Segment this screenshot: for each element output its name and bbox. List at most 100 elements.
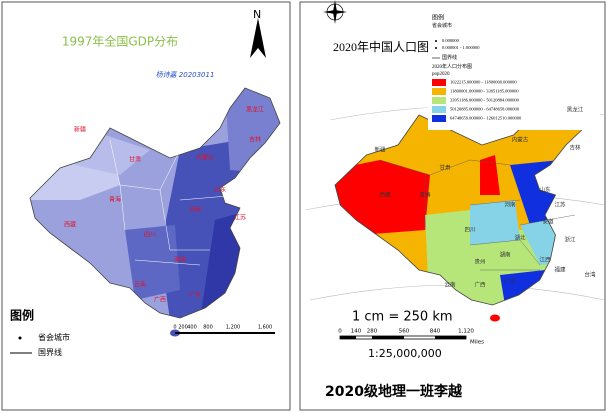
compass-star — [323, 0, 347, 24]
province-label: 黑龙江 — [567, 105, 584, 113]
province-label: 青海 — [419, 190, 431, 198]
legend-symbol — [18, 336, 22, 340]
province-label: 山东 — [214, 186, 226, 194]
legend-symbol — [435, 47, 437, 49]
legend-title: 图例 — [10, 308, 34, 323]
province-label: 江西 — [539, 256, 551, 263]
province-borders — [109, 139, 241, 266]
scale-unit: Miles — [470, 340, 484, 346]
province-fill — [470, 200, 520, 245]
province-label: 湖南 — [499, 250, 511, 258]
north-label: N — [253, 8, 261, 21]
province-label: 内蒙古 — [512, 135, 529, 143]
legend-box — [428, 12, 600, 130]
legend-swatch — [432, 106, 446, 113]
scale-bar-segment — [435, 336, 466, 339]
legend-item: 省会城市 — [432, 22, 452, 29]
province-label: 广东 — [189, 291, 201, 299]
province-label: 贵州 — [474, 257, 485, 265]
province-label: 西藏 — [64, 221, 76, 229]
province-label: 四川 — [144, 232, 156, 239]
province-label: 新疆 — [374, 145, 386, 153]
province-label: 吉林 — [249, 136, 261, 144]
scale-tick-label: 200 — [178, 325, 188, 331]
province-borders — [379, 159, 576, 271]
scale-tick-label: 0 — [173, 325, 176, 331]
legend-item: 0.000000 — [442, 38, 460, 43]
population-map-panel — [299, 0, 606, 411]
province-label: 甘肃 — [129, 156, 141, 164]
province-label: 河南 — [504, 200, 516, 208]
scale-tick-label: 280 — [367, 329, 378, 335]
province-fill — [335, 160, 430, 235]
scale-tick-label: 400 — [187, 325, 197, 331]
legend-item: 50120885.000000 - 64748658.000000 — [450, 107, 520, 112]
scale-tick-label: 0 — [338, 329, 342, 335]
province-label: 台湾 — [584, 270, 596, 278]
scale-tick-label: 1,600 — [258, 325, 272, 331]
gdp-map-panel — [1, 1, 291, 411]
compass — [323, 0, 347, 24]
province-label: 安徽 — [542, 217, 554, 225]
scale-text: 1 cm = 250 km — [352, 310, 453, 325]
legend-item: 国界线 — [442, 54, 457, 61]
province-label: 云南 — [444, 280, 456, 288]
author: 杨诗嘉 20203011 — [156, 71, 215, 79]
legend-item: pop2020 — [432, 72, 450, 77]
legend-swatch — [432, 88, 446, 95]
province-label: 广西 — [474, 280, 486, 288]
legend-item: 1022215.000000 - 11800000.000000 — [450, 80, 517, 85]
scale-tick-label: 1,120 — [458, 329, 474, 335]
province-label: 西藏 — [379, 190, 391, 198]
scale-ratio: 1:25,000,000 — [368, 347, 442, 360]
province-label: 内蒙古 — [196, 154, 214, 162]
border-line — [379, 159, 576, 271]
footer: 2020级地理一班李越 — [325, 383, 463, 400]
scale-tick-label: 1,200 — [226, 325, 240, 331]
legend-swatch — [432, 115, 446, 122]
hainan — [490, 314, 500, 322]
scale-tick-label: 840 — [430, 329, 441, 335]
map-title: 2020年中国人口图 — [333, 39, 429, 54]
scale-bar-segment — [372, 336, 404, 339]
province-label: 湖北 — [514, 233, 526, 241]
province-label: 江苏 — [554, 200, 566, 208]
legend-title: 图例 — [432, 13, 444, 21]
province-label: 湖南 — [174, 256, 186, 264]
legend-item: 33951186.000000 - 50120884.000000 — [450, 98, 520, 103]
province-label: 新疆 — [74, 126, 86, 134]
province-fill — [125, 225, 180, 300]
border-line — [109, 139, 241, 266]
map-title: 1997年全国GDP分布 — [62, 34, 178, 49]
scale-bar — [339, 335, 467, 340]
province-label: 河南 — [189, 206, 201, 214]
province-label: 黑龙江 — [246, 106, 264, 114]
province-label: 甘肃 — [439, 163, 451, 171]
province-label: 广东 — [504, 277, 516, 285]
province-label: 云南 — [134, 281, 146, 289]
legend-item: 2020年人口分布图 — [432, 63, 472, 70]
north-arrow — [250, 18, 266, 58]
province-label: 吉林 — [569, 143, 581, 151]
legend-item: 省会城市 — [38, 332, 70, 342]
legend-item: 国界线 — [38, 347, 62, 357]
legend-item: 0.000001 - 1.000000 — [442, 45, 480, 50]
province-label: 福建 — [554, 265, 566, 273]
province-label: 四川 — [464, 226, 475, 233]
scale-tick-label: 140 — [351, 329, 362, 335]
legend-item: 64748659.000000 - 126012510.000000 — [450, 116, 522, 121]
legend-swatch — [432, 79, 446, 86]
scale-bar-segment — [340, 336, 356, 339]
legend-item: 11800001.000000 - 33951185.000000 — [450, 89, 519, 94]
province-label: 青海 — [109, 196, 121, 204]
province-label: 山东 — [539, 185, 551, 193]
legend-symbol — [435, 40, 437, 42]
scale-tick-label: 560 — [399, 329, 410, 335]
province-label: 广西 — [154, 296, 166, 304]
province-fill — [480, 155, 500, 195]
scale-tick-label: 800 — [203, 325, 213, 331]
legend-swatches — [432, 79, 446, 122]
legend-swatch — [432, 97, 446, 104]
province-label: 浙江 — [564, 235, 576, 243]
